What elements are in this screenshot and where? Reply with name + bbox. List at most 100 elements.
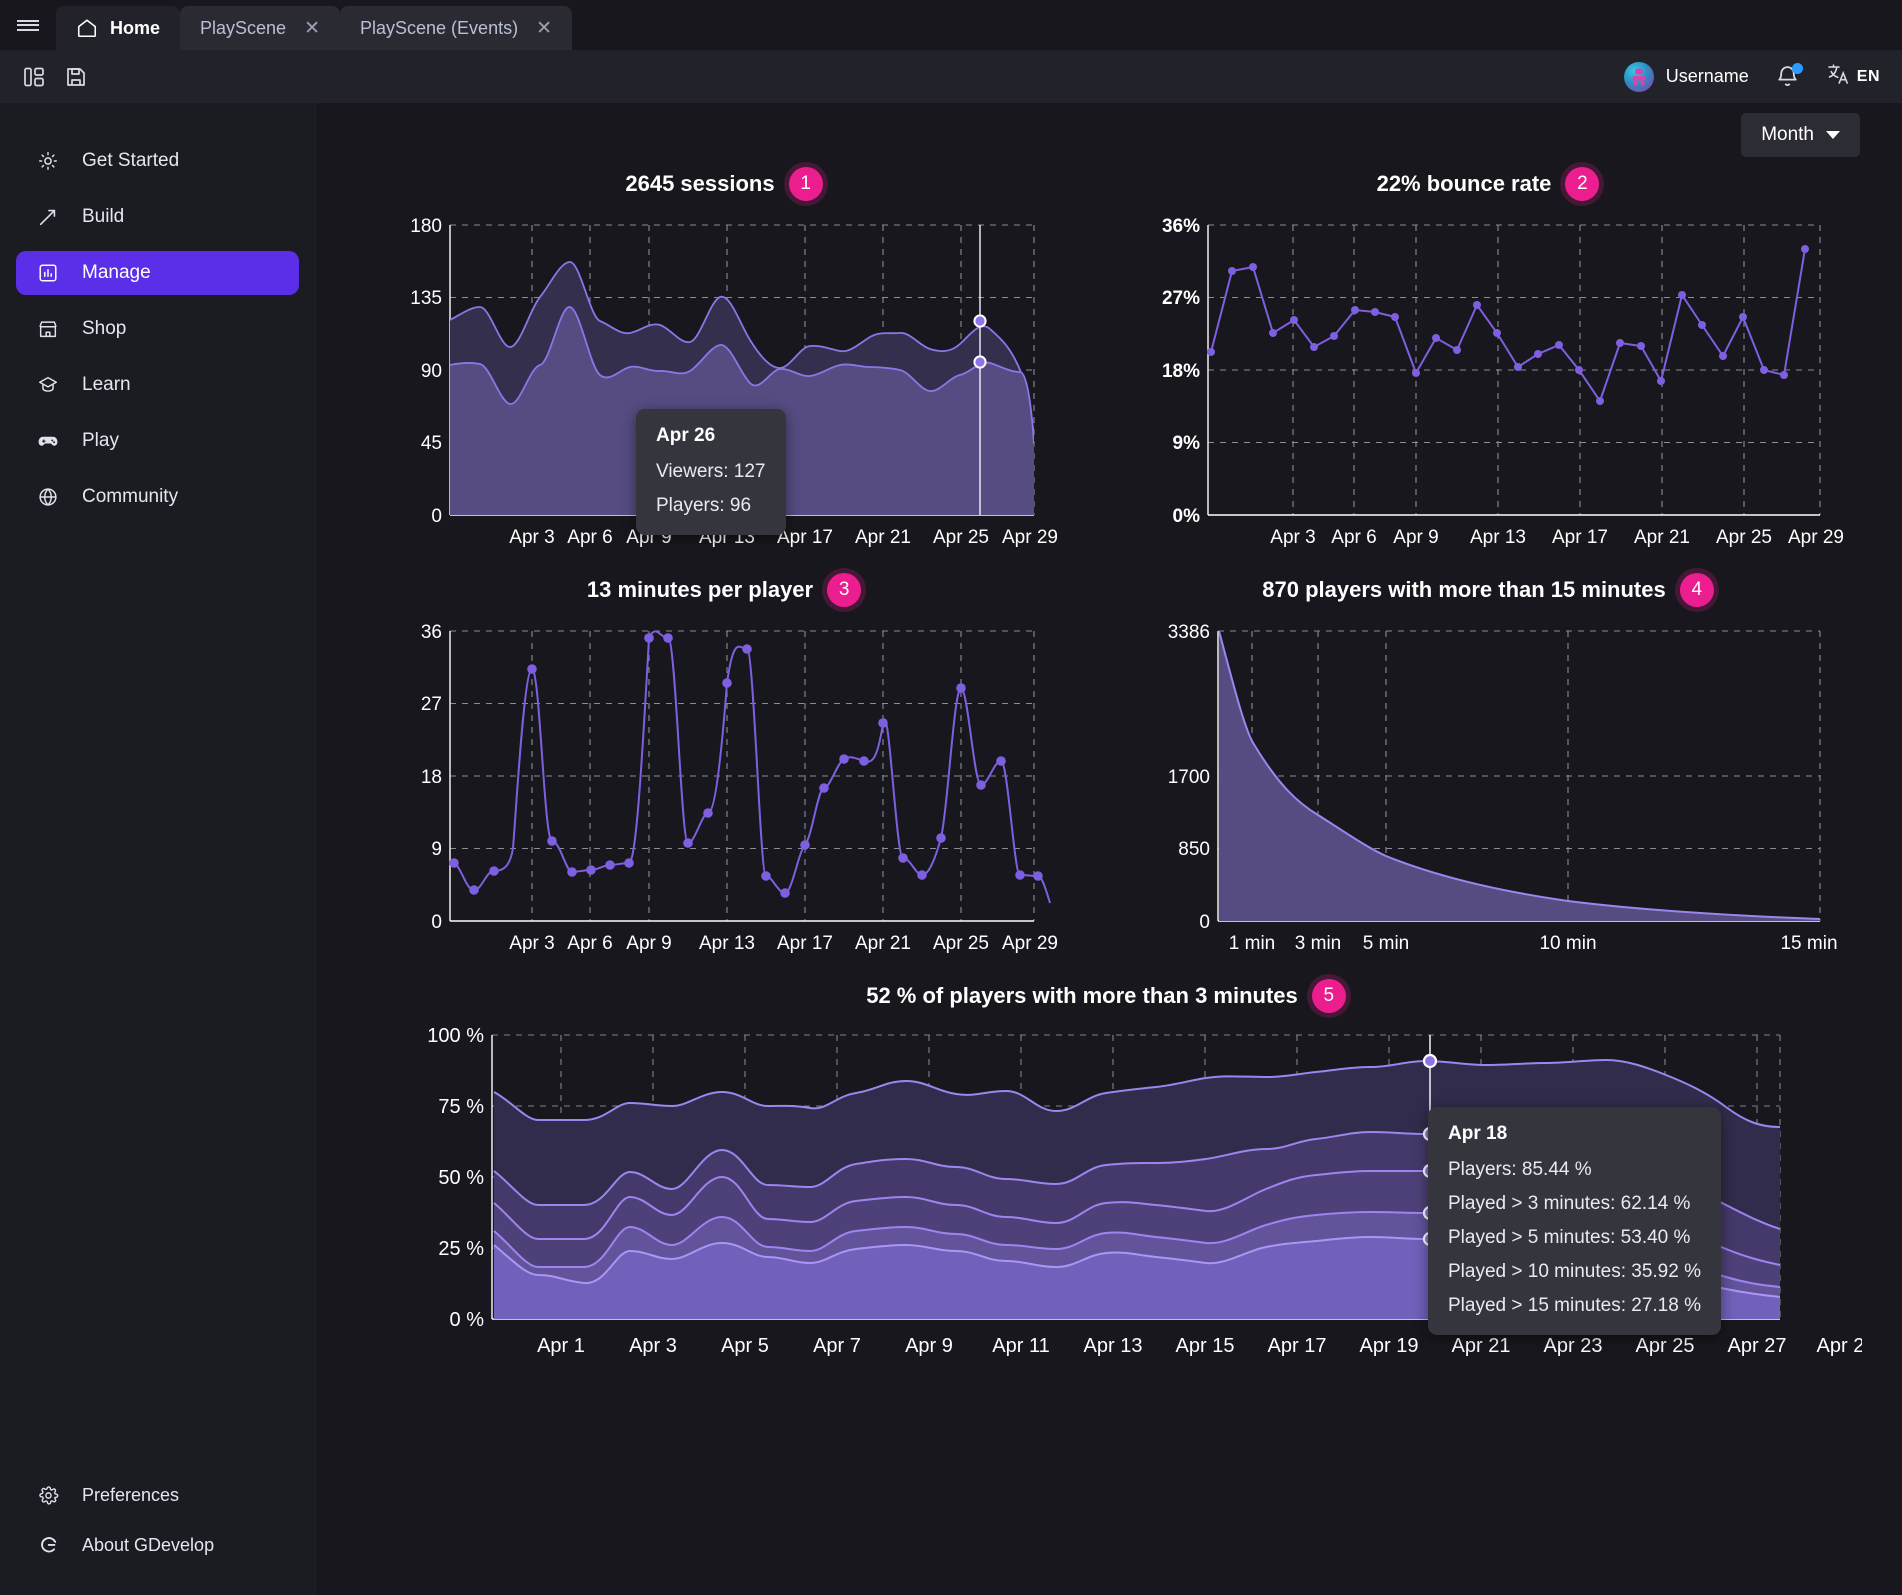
- chart-card-players-percent: 52 % of players with more than 3 minutes…: [350, 973, 1862, 1379]
- user-profile[interactable]: Username: [1623, 61, 1749, 92]
- chart-badge[interactable]: 5: [1311, 979, 1346, 1013]
- sidebar-item-community[interactable]: Community: [16, 475, 299, 519]
- chart-header: 22% bounce rate 2: [1114, 161, 1862, 207]
- tab-home[interactable]: Home: [56, 6, 181, 50]
- sidebar-item-label: Play: [82, 430, 119, 451]
- svg-text:Apr 6: Apr 6: [567, 527, 612, 548]
- svg-text:18: 18: [421, 767, 442, 788]
- svg-text:45: 45: [421, 433, 442, 454]
- chart-badge[interactable]: 1: [788, 167, 823, 201]
- svg-text:Apr 9: Apr 9: [626, 527, 671, 548]
- svg-text:10 min: 10 min: [1539, 933, 1596, 954]
- pickaxe-icon: [36, 206, 60, 228]
- close-icon[interactable]: ✕: [536, 17, 552, 39]
- svg-text:135: 135: [410, 288, 442, 309]
- svg-text:Apr 13: Apr 13: [1084, 1335, 1143, 1357]
- svg-text:9: 9: [431, 839, 442, 860]
- sidebar-item-build[interactable]: Build: [16, 195, 299, 239]
- sidebar-item-label: Preferences: [82, 1484, 180, 1505]
- tab-label: PlayScene (Events): [360, 17, 519, 38]
- chart-badge[interactable]: 3: [827, 573, 862, 607]
- graduation-cap-icon: [36, 374, 60, 396]
- svg-text:0: 0: [431, 912, 442, 933]
- language-code: EN: [1856, 67, 1880, 85]
- svg-text:Apr 3: Apr 3: [1270, 527, 1315, 548]
- language-selector[interactable]: EN: [1826, 62, 1880, 91]
- svg-text:Apr 29: Apr 29: [1002, 527, 1058, 548]
- minutes-per-player-line-chart: 36 27 18 9 0 Apr 3 Apr 6 Apr 9 Apr 13: [421, 622, 1058, 954]
- sidebar-item-label: Build: [82, 206, 125, 227]
- sidebar-item-label: Learn: [82, 374, 131, 395]
- svg-text:Apr 5: Apr 5: [721, 1335, 769, 1357]
- period-selector[interactable]: Month: [1741, 113, 1860, 157]
- home-icon: [76, 17, 98, 39]
- sidebar-item-label: Manage: [82, 262, 151, 283]
- chart-plot[interactable]: 36 27 18 9 0 Apr 3 Apr 6 Apr 9 Apr 13: [350, 613, 1098, 973]
- svg-text:3386: 3386: [1168, 622, 1210, 643]
- tab-playscene-events[interactable]: PlayScene (Events) ✕: [340, 6, 572, 50]
- svg-text:Apr 11: Apr 11: [992, 1335, 1049, 1357]
- chart-plot[interactable]: 36% 27% 18% 9% 0% Apr 3 Apr 6 Apr 9 Apr …: [1114, 207, 1862, 567]
- tab-label: Home: [110, 17, 161, 38]
- chart-title: 870 players with more than 15 minutes: [1262, 577, 1666, 602]
- period-value: Month: [1761, 124, 1814, 145]
- svg-text:Apr 23: Apr 23: [1544, 1335, 1603, 1357]
- sidebar-item-play[interactable]: Play: [16, 419, 299, 463]
- svg-text:Apr 29: Apr 29: [1002, 933, 1058, 954]
- chart-title: 22% bounce rate: [1376, 171, 1552, 196]
- chart-header: 13 minutes per player 3: [350, 567, 1098, 613]
- svg-text:0: 0: [431, 506, 442, 527]
- svg-text:0: 0: [1199, 912, 1210, 933]
- chart-plot[interactable]: 3386 1700 850 0 1 min 3 min 5 min 10 min…: [1114, 613, 1862, 973]
- svg-text:Apr 13: Apr 13: [1470, 527, 1526, 548]
- chart-plot[interactable]: 180 135 90 45 0 Apr 3 Apr 6 Apr 9: [350, 207, 1098, 567]
- svg-text:Apr 21: Apr 21: [855, 527, 911, 548]
- bell-icon[interactable]: [1775, 63, 1803, 89]
- players-percent-area-chart: 100 % 75 % 50 % 25 % 0 % Apr 1 Apr 3 Apr…: [427, 1025, 1862, 1357]
- svg-text:Apr 25: Apr 25: [933, 527, 989, 548]
- svg-text:Apr 6: Apr 6: [1331, 527, 1376, 548]
- chart-bar-icon: [36, 262, 60, 284]
- svg-text:Apr 9: Apr 9: [1393, 527, 1438, 548]
- chart-card-minutes-per-player: 13 minutes per player 3: [350, 567, 1098, 973]
- sidebar-item-label: About GDevelop: [82, 1534, 215, 1555]
- svg-text:Apr 17: Apr 17: [777, 527, 833, 548]
- svg-text:15 min: 15 min: [1780, 933, 1837, 954]
- chart-title: 2645 sessions: [625, 171, 775, 196]
- svg-text:36%: 36%: [1162, 216, 1200, 237]
- sidebar-item-preferences[interactable]: Preferences: [16, 1473, 299, 1517]
- svg-text:36: 36: [421, 622, 442, 643]
- svg-text:Apr 25: Apr 25: [933, 933, 989, 954]
- notification-dot: [1791, 63, 1803, 74]
- chevron-down-icon: [1826, 131, 1840, 139]
- sidebar-item-manage[interactable]: Manage: [16, 251, 299, 295]
- panel-layout-icon[interactable]: [22, 65, 46, 89]
- save-icon[interactable]: [64, 65, 88, 89]
- hamburger-menu-icon[interactable]: [0, 0, 56, 50]
- svg-text:Apr 3: Apr 3: [509, 933, 554, 954]
- chart-header: 52 % of players with more than 3 minutes…: [350, 973, 1862, 1019]
- chart-badge[interactable]: 4: [1679, 573, 1714, 607]
- toolbar-right-group: Username EN: [1623, 61, 1880, 92]
- bounce-rate-line-chart: 36% 27% 18% 9% 0% Apr 3 Apr 6 Apr 9 Apr …: [1162, 216, 1844, 548]
- svg-text:Apr 21: Apr 21: [1452, 1335, 1511, 1357]
- svg-text:Apr 3: Apr 3: [509, 527, 554, 548]
- sidebar-item-label: Get Started: [82, 150, 180, 171]
- sidebar-item-about-gdevelop[interactable]: About GDevelop: [16, 1523, 299, 1567]
- chart-badge[interactable]: 2: [1565, 167, 1600, 201]
- svg-text:0 %: 0 %: [450, 1309, 485, 1331]
- svg-text:Apr 1: Apr 1: [537, 1335, 585, 1357]
- charts-grid: 2645 sessions 1: [316, 157, 1902, 1379]
- sidebar-item-shop[interactable]: Shop: [16, 307, 299, 351]
- sidebar-item-learn[interactable]: Learn: [16, 363, 299, 407]
- tab-playscene[interactable]: PlayScene ✕: [180, 6, 340, 50]
- svg-text:9%: 9%: [1173, 433, 1201, 454]
- svg-text:3 min: 3 min: [1295, 933, 1341, 954]
- svg-text:Apr 17: Apr 17: [777, 933, 833, 954]
- close-icon[interactable]: ✕: [304, 17, 320, 39]
- chart-plot[interactable]: 100 % 75 % 50 % 25 % 0 % Apr 1 Apr 3 Apr…: [350, 1019, 1862, 1379]
- sidebar-item-get-started[interactable]: Get Started: [16, 139, 299, 183]
- sidebar-item-label: Community: [82, 486, 179, 507]
- sessions-area-chart: 180 135 90 45 0 Apr 3 Apr 6 Apr 9: [410, 216, 1058, 548]
- translate-icon: [1826, 62, 1850, 91]
